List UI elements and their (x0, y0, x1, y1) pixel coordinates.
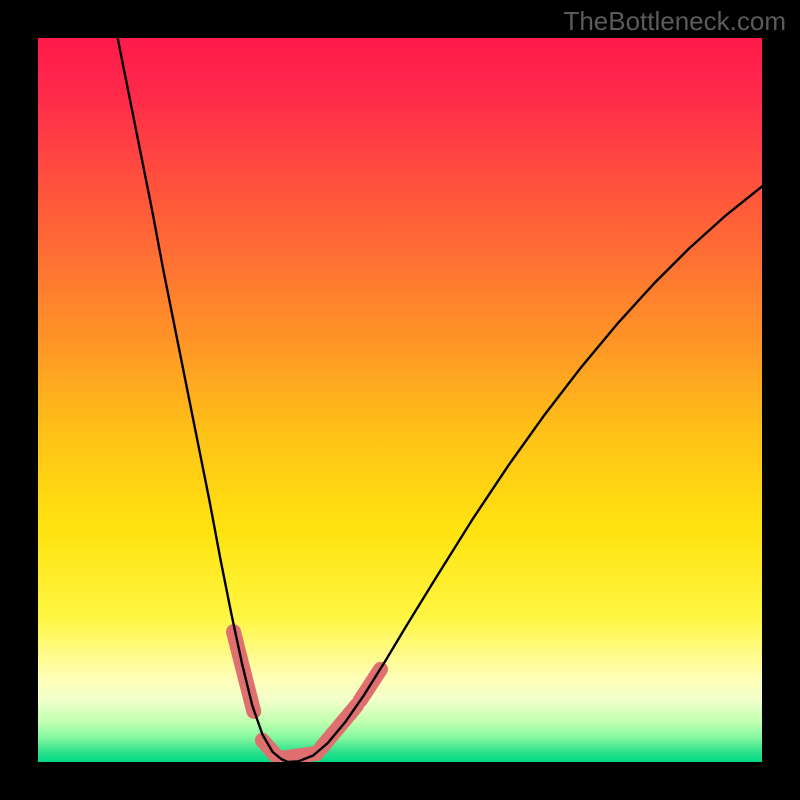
curves-layer (38, 38, 762, 762)
watermark-text: TheBottleneck.com (563, 6, 786, 37)
plot-area (38, 38, 762, 762)
stage: TheBottleneck.com (0, 0, 800, 800)
